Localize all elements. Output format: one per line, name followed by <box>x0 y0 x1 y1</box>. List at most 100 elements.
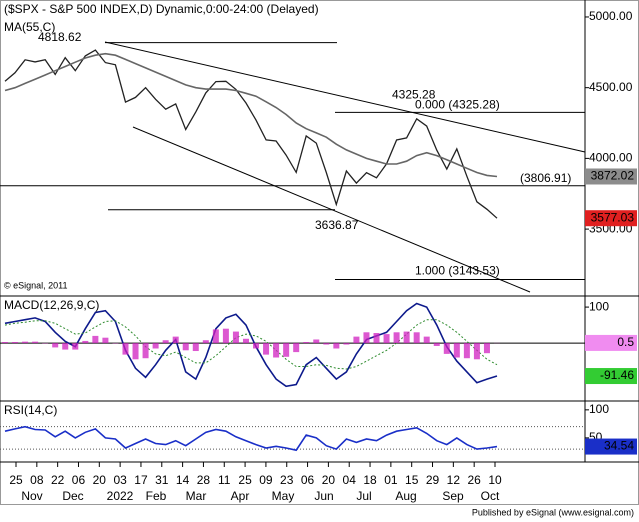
x-tick-label: 25 <box>238 473 252 487</box>
histogram-bar <box>253 343 260 349</box>
series-line <box>4 319 498 370</box>
histogram-bar <box>343 343 350 345</box>
x-tick-label: 09 <box>259 473 273 487</box>
trend-line <box>104 41 586 153</box>
x-tick-label: 14 <box>176 473 190 487</box>
x-month-label: 2022 <box>107 489 134 503</box>
legend-entry: MA(55,C) <box>4 20 55 34</box>
histogram-bar <box>192 343 199 352</box>
level-label: 4325.28 <box>392 88 436 102</box>
x-month-label: Nov <box>21 489 42 503</box>
x-month-label: Aug <box>395 489 416 503</box>
x-tick-label: 08 <box>30 473 44 487</box>
value-badge-label: 34.54 <box>604 439 634 453</box>
histogram-bar <box>483 343 490 354</box>
x-tick-label: 22 <box>51 473 65 487</box>
level-label: 3636.87 <box>315 218 359 232</box>
histogram-bar <box>52 343 59 348</box>
histogram-bar <box>72 343 79 350</box>
histogram-bar <box>473 343 480 360</box>
x-month-label: Oct <box>481 489 500 503</box>
histogram-bar <box>323 343 330 345</box>
x-tick-label: 20 <box>322 473 336 487</box>
x-tick-label: 15 <box>405 473 419 487</box>
histogram-bar <box>413 332 420 344</box>
y-tick-label: 5000.00 <box>589 9 633 23</box>
x-month-label: Sep <box>442 489 464 503</box>
histogram-bar <box>12 342 19 344</box>
footer: Published by eSignal (www.esignal.com) <box>472 507 634 517</box>
x-tick-label: 31 <box>155 473 169 487</box>
histogram-bar <box>242 338 249 344</box>
y-tick-label: 100 <box>589 299 609 313</box>
x-tick-label: 04 <box>343 473 357 487</box>
histogram-bar <box>433 343 440 346</box>
x-tick-label: 28 <box>197 473 211 487</box>
x-month-label: Mar <box>186 489 207 503</box>
level-label: 1.000 (3143.53) <box>415 264 500 278</box>
x-month-label: Dec <box>62 489 83 503</box>
value-badge <box>585 368 637 385</box>
x-tick-label: 03 <box>113 473 127 487</box>
histogram-bar <box>403 331 410 344</box>
histogram-bar <box>92 335 99 344</box>
x-tick-label: 12 <box>447 473 461 487</box>
x-tick-label: 18 <box>363 473 377 487</box>
histogram-bar <box>353 336 360 344</box>
x-month-label: Jul <box>356 489 371 503</box>
y-tick-label: 4500.00 <box>589 80 633 94</box>
histogram-bar <box>222 328 229 344</box>
x-tick-label: 17 <box>134 473 148 487</box>
histogram-bar <box>32 341 39 344</box>
histogram-bar <box>373 333 380 344</box>
value-badge-label: 0.5 <box>617 335 634 349</box>
value-badge <box>585 334 637 351</box>
x-tick-label: 25 <box>9 473 23 487</box>
panel-title: MACD(12,26,9,C) <box>4 298 99 312</box>
series-line <box>4 302 498 388</box>
histogram-bar <box>62 343 69 350</box>
x-tick-label: 06 <box>72 473 86 487</box>
x-tick-label: 11 <box>218 473 231 487</box>
x-tick-label: 23 <box>280 473 294 487</box>
histogram-bar <box>82 340 89 344</box>
series-line <box>4 52 498 178</box>
histogram-bar <box>102 337 109 344</box>
x-tick-label: 20 <box>93 473 107 487</box>
histogram-bar <box>22 341 29 344</box>
panel-title: RSI(14,C) <box>4 403 57 417</box>
histogram-bar <box>283 343 290 357</box>
x-tick-label: 10 <box>488 473 502 487</box>
value-badge-label: -91.46 <box>600 368 634 382</box>
histogram-bar <box>333 343 340 349</box>
histogram-bar <box>443 343 450 354</box>
histogram-bar <box>142 343 149 359</box>
histogram-bar <box>273 343 280 358</box>
y-tick-label: 4000.00 <box>589 151 633 165</box>
series-line <box>4 49 498 219</box>
histogram-bar <box>132 343 139 360</box>
histogram-bar <box>162 340 169 344</box>
histogram-bar <box>232 331 239 344</box>
value-badge <box>585 438 637 455</box>
histogram-bar <box>313 339 320 344</box>
x-month-label: Apr <box>231 489 250 503</box>
x-tick-label: 26 <box>467 473 481 487</box>
histogram-bar <box>363 332 370 344</box>
x-month-label: Feb <box>146 489 167 503</box>
histogram-bar <box>172 336 179 344</box>
level-label: 4818.62 <box>38 30 82 44</box>
value-badge-label: 3577.03 <box>591 210 635 224</box>
histogram-bar <box>152 343 159 349</box>
histogram-bar <box>263 343 270 355</box>
histogram-bar <box>293 343 300 353</box>
x-month-label: Jun <box>314 489 333 503</box>
histogram-bar <box>182 343 189 351</box>
histogram-bar <box>122 343 129 355</box>
x-tick-label: 06 <box>301 473 315 487</box>
histogram-bar <box>393 332 400 344</box>
histogram-bar <box>383 334 390 344</box>
histogram-bar <box>423 336 430 344</box>
